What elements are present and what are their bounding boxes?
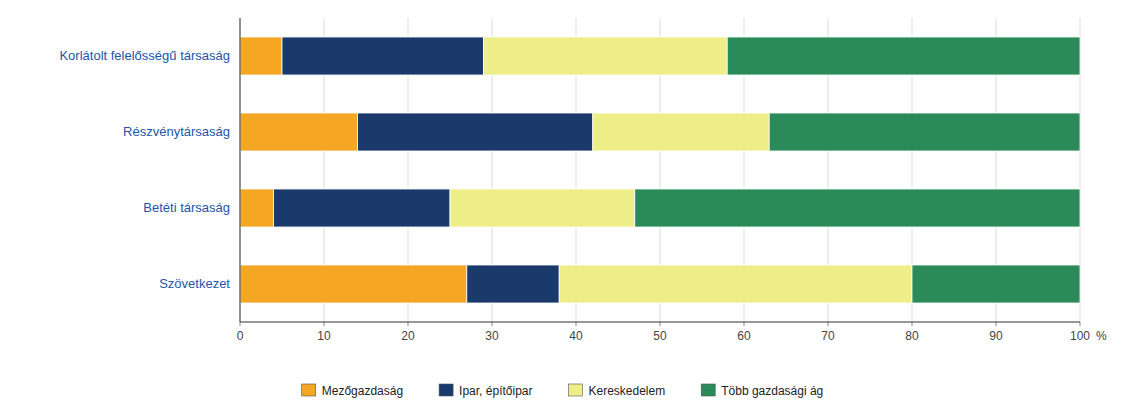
legend-label: Több gazdasági ág — [721, 384, 823, 398]
grid — [240, 18, 1080, 322]
bar-segment — [593, 113, 769, 151]
bar-segment — [559, 265, 912, 303]
bar-segment — [450, 189, 635, 227]
tick-label: 50 — [653, 329, 667, 343]
chart: 0 10 20 30 40 50 60 70 80 90 100% Korlátolt felelős… — [0, 0, 1125, 417]
bar-segment — [240, 265, 467, 303]
tick-mark — [324, 322, 325, 326]
grid-line — [240, 18, 241, 322]
tick-label: 20 — [401, 329, 415, 343]
tick-label: 30 — [485, 329, 499, 343]
tick-label: 100 — [1070, 329, 1090, 343]
legend-label: Mezőgazdaság — [322, 384, 403, 398]
bars — [240, 37, 1080, 303]
category-label: Szövetkezet — [159, 276, 230, 291]
tick-label: 80 — [905, 329, 919, 343]
bar-segment — [467, 265, 559, 303]
axis-label: % — [1096, 329, 1107, 343]
tick-label: 0 — [237, 329, 244, 343]
tick-mark — [408, 322, 409, 326]
tick-label: 10 — [317, 329, 331, 343]
tick-mark — [744, 322, 745, 326]
legend: Mezőgazdaság Ipar, építőipar Kereskedelem T… — [302, 384, 824, 398]
bar-segment — [635, 189, 1080, 227]
category-label: Betéti társaság — [143, 200, 230, 215]
bar-segment — [358, 113, 593, 151]
legend-item: Ipar, építőipar — [439, 384, 532, 398]
tick-label: 40 — [569, 329, 583, 343]
tick-mark — [828, 322, 829, 326]
tick-label: 90 — [989, 329, 1003, 343]
bar-segment — [240, 113, 358, 151]
legend-swatch — [701, 384, 715, 396]
tick-mark — [660, 322, 661, 326]
bar-segment — [912, 265, 1080, 303]
tick-mark — [996, 322, 997, 326]
legend-label: Kereskedelem — [588, 384, 665, 398]
bar-segment — [282, 37, 484, 75]
tick-mark — [240, 322, 241, 326]
legend-swatch — [302, 384, 316, 396]
legend-item: Több gazdasági ág — [701, 384, 823, 398]
y-labels: Korlátolt felelősségű társaság Részvénytá… — [59, 48, 230, 291]
legend-item: Mezőgazdaság — [302, 384, 403, 398]
legend-swatch — [439, 384, 453, 396]
legend-swatch — [568, 384, 582, 396]
bar-segment — [727, 37, 1080, 75]
tick-mark — [492, 322, 493, 326]
bar-segment — [240, 37, 282, 75]
tick-label: 60 — [737, 329, 751, 343]
category-label: Részvénytársaság — [123, 124, 230, 139]
bar-segment — [274, 189, 450, 227]
tick-mark — [576, 322, 577, 326]
bar-segment — [484, 37, 728, 75]
y-axis — [240, 18, 241, 322]
legend-item: Kereskedelem — [568, 384, 665, 398]
legend-label: Ipar, építőipar — [459, 384, 532, 398]
bar-segment — [240, 189, 274, 227]
x-ticks: 0 10 20 30 40 50 60 70 80 90 100 — [237, 322, 1091, 343]
tick-mark — [912, 322, 913, 326]
tick-label: 70 — [821, 329, 835, 343]
category-label: Korlátolt felelősségű társaság — [59, 48, 230, 63]
x-axis — [240, 322, 1080, 323]
tick-mark — [1080, 322, 1081, 326]
bar-segment — [769, 113, 1080, 151]
